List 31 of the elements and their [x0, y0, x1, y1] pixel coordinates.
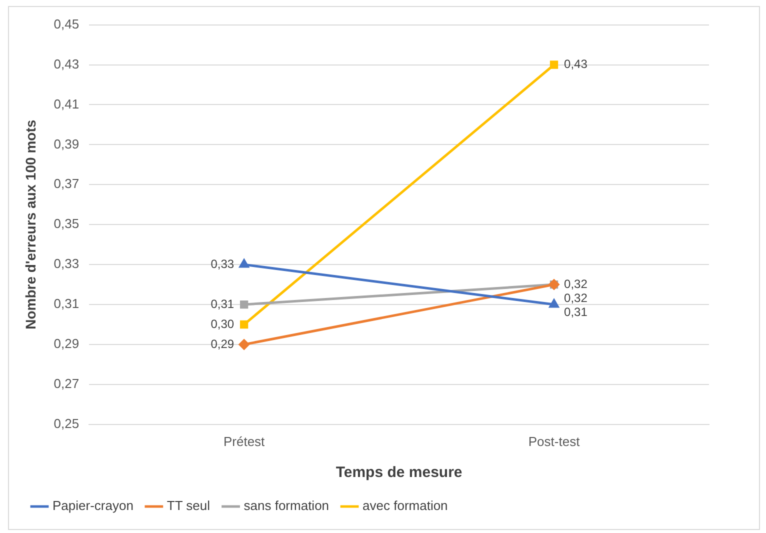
data-label: 0,31 — [210, 296, 234, 311]
data-label: 0,30 — [210, 316, 234, 331]
x-tick-label: Prétest — [223, 434, 266, 449]
y-tick-label: 0,43 — [54, 56, 80, 72]
y-tick-label: 0,25 — [54, 416, 80, 431]
data-label: 0,32 — [564, 276, 588, 291]
y-tick-label: 0,45 — [54, 16, 80, 32]
data-label: 0,32 — [564, 290, 588, 305]
y-axis-title: Nombre d'erreurs aux 100 mots — [22, 120, 38, 330]
data-label: 0,31 — [564, 304, 588, 319]
point — [238, 339, 250, 350]
y-tick-label: 0,31 — [54, 296, 80, 312]
y-tick-label: 0,41 — [54, 96, 80, 112]
data-label: 0,33 — [210, 256, 234, 271]
data-label: 0,43 — [564, 57, 588, 72]
point — [550, 60, 558, 69]
x-tick-label: Post-test — [528, 434, 580, 449]
y-tick-label: 0,39 — [54, 136, 80, 152]
legend-label: sans formation — [244, 498, 330, 514]
data-label: 0,29 — [210, 336, 234, 351]
legend-label: avec formation — [362, 498, 448, 514]
point — [240, 300, 248, 309]
legend-label: TT seul — [166, 498, 210, 514]
y-tick-label: 0,33 — [54, 256, 80, 272]
y-tick-label: 0,27 — [54, 376, 80, 392]
x-axis-title: Temps de mesure — [336, 464, 462, 482]
point — [240, 320, 248, 329]
legend-label: Papier-crayon — [52, 498, 134, 514]
y-tick-label: 0,35 — [54, 216, 80, 232]
y-tick-label: 0,29 — [54, 336, 80, 352]
y-tick-label: 0,37 — [54, 176, 80, 192]
